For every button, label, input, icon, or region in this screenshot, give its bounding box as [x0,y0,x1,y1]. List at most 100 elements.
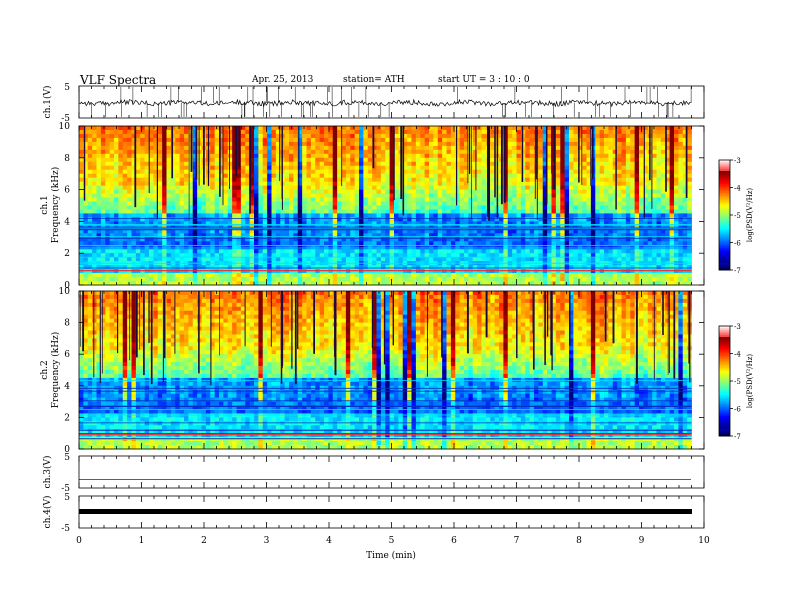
spectrogram-cell [162,233,167,238]
spectrogram-cell [665,161,671,167]
spectrogram-cell [472,126,478,131]
spectrogram-cell [341,181,347,187]
spectrogram-cell [345,233,351,238]
spectrogram-cell [547,245,552,250]
spectrogram-cell [306,217,312,222]
spectrogram-cell [210,161,216,167]
spectrogram-cell [634,209,640,214]
spectrogram-cell [105,205,111,210]
spectrogram-cell [665,229,671,234]
spectrogram-cell [665,197,671,202]
spectrogram-cell [420,145,426,151]
spectrogram-cell [332,197,338,202]
spectrogram-cell [573,145,579,151]
spectrogram-cell [665,205,671,210]
spectrogram-cell [184,217,189,222]
spectrogram-cell [468,185,474,191]
spectrogram-cell [328,177,334,183]
spectrogram-cell [144,181,150,187]
spectrogram-cell [87,149,93,155]
spectrogram-cell [328,153,334,159]
spectrogram-cell [219,173,224,179]
spectrogram-cell [678,181,684,187]
spectrogram-cell [131,225,137,230]
spectrogram-cell [328,193,334,198]
spectrogram-cell [184,185,189,191]
spectrogram-cell [459,205,465,210]
spectrogram-cell [485,241,491,246]
spectrogram-cell [122,257,128,262]
spectrogram-cell [114,197,119,202]
spectrogram-cell [656,145,662,151]
spectrogram-cell [660,133,666,139]
spectrogram-cell [652,245,657,250]
spectrogram-cell [345,173,351,179]
spectrogram-cell [175,241,181,246]
spectrogram-cell [96,161,102,167]
spectrogram-cell [87,189,93,194]
spectrogram-cell [459,197,465,202]
spectrogram-cell [512,165,517,171]
spectrogram-cell [140,225,146,230]
spectrogram-cell [503,241,509,246]
spectrogram-cell [310,169,316,175]
spectrogram-cell [507,185,513,191]
spectrogram-cell [96,177,102,183]
spectrogram-cell [507,229,513,234]
spectrogram-cell [577,205,583,210]
spectrogram-cell [324,173,329,179]
spectrogram-cell [555,149,561,155]
spectrogram-cell [459,237,465,242]
spectrogram-cell [245,229,251,234]
spectrogram-cell [424,193,430,198]
spectrogram-cell [665,149,671,155]
spectrogram-cell [612,221,618,226]
spectrogram-cell [652,129,657,135]
spectrogram-cell [446,217,452,222]
spectrogram-cell [306,237,312,242]
spectrogram-cell [612,197,618,202]
spectrogram-cell [363,185,369,191]
spectrogram-cell [402,129,408,135]
spectrogram-cell [660,126,666,131]
spectrogram-cell [490,201,496,206]
spectrogram-cell [534,197,539,202]
spectrogram-cell [114,213,119,218]
spectrogram-cell [625,149,631,155]
spectrogram-cell [319,197,325,202]
spectrogram-cell [590,245,596,250]
spectrogram-cell [459,245,465,250]
spectrogram-cell [617,257,622,262]
spectrogram-cell [433,241,439,246]
spectrogram-cell [284,181,290,187]
spectrogram-cell [87,205,93,210]
spectrogram-cell [625,193,631,198]
spectrogram-cell [153,229,159,234]
spectrogram-cell [643,189,649,194]
spectrogram-cell [359,253,364,258]
spectrogram-cell [114,133,119,139]
spectrogram-cell [577,129,583,135]
spectrogram-cell [394,169,399,175]
spectrogram-cell [140,173,146,179]
spectrogram-cell [564,189,570,194]
spectrogram-cell [420,169,426,175]
spectrogram-cell [289,161,294,167]
spectrogram-cell [560,201,566,206]
spectrogram-cell [96,126,102,131]
spectrogram-cell [682,201,688,206]
spectrogram-cell [245,173,251,179]
spectrogram-cell [529,213,535,218]
spectrogram-cell [87,157,93,163]
spectrogram-cell [394,205,399,210]
spectrogram-cell [472,181,478,187]
spectrogram-cell [92,253,97,258]
spectrogram-cell [302,141,307,147]
spectrogram-cell [367,193,373,198]
spectrogram-cell [258,217,264,222]
spectrogram-cell [262,185,268,191]
spectrogram-cell [210,145,216,151]
spectrogram-cell [332,217,338,222]
spectrogram-cell [402,245,408,250]
spectrogram-cell [569,126,574,131]
